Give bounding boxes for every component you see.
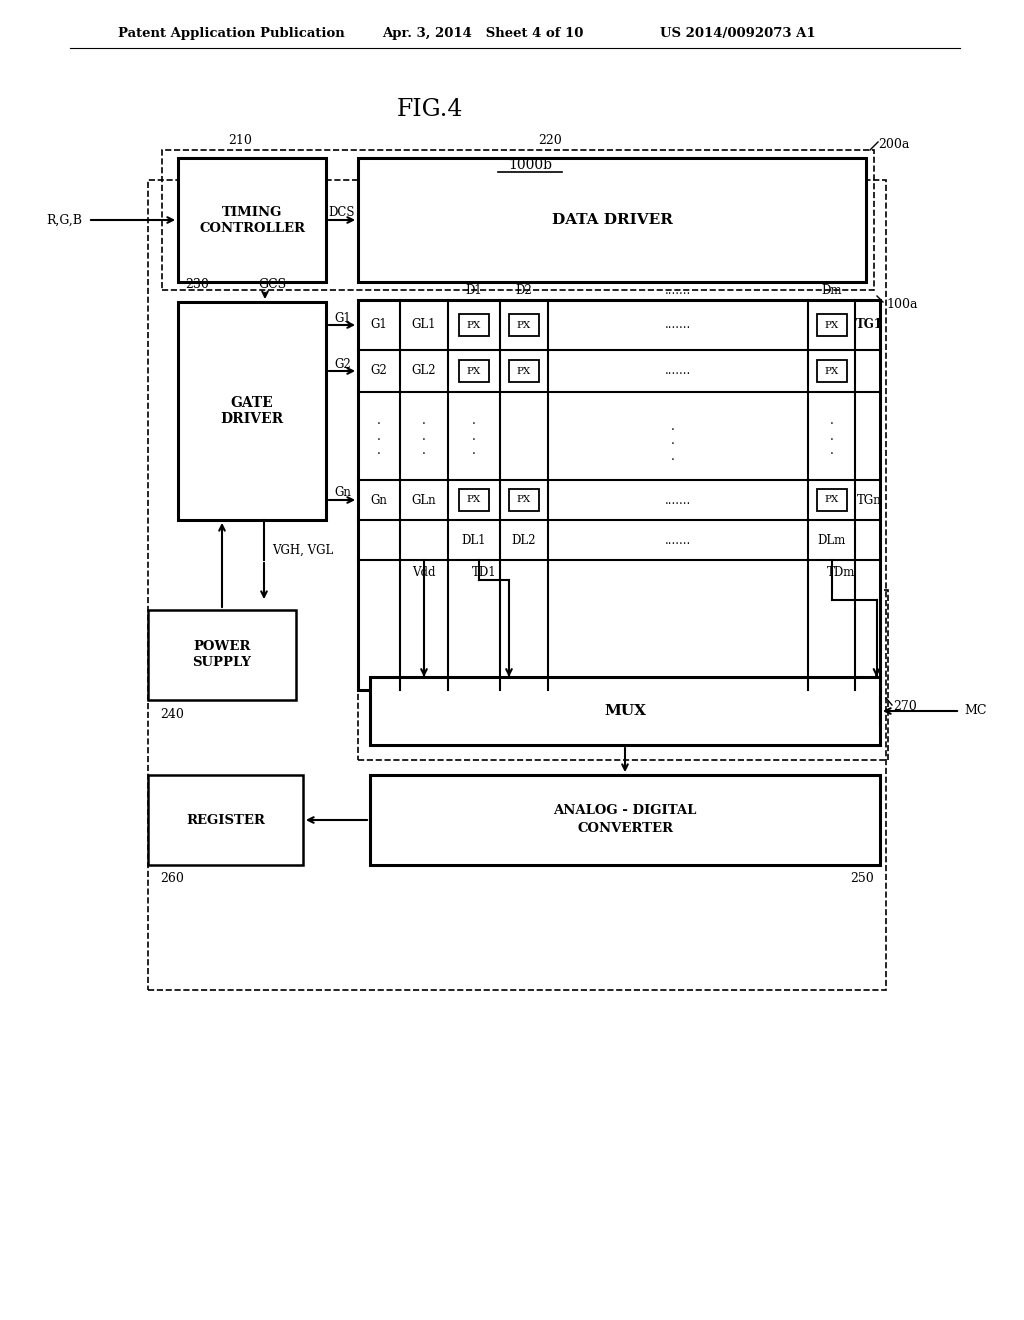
Text: 240: 240	[160, 708, 184, 721]
Text: PX: PX	[517, 321, 531, 330]
Bar	[358, 590, 888, 760]
Text: G1: G1	[334, 312, 351, 325]
Text: 230: 230	[185, 277, 209, 290]
Text: TGn: TGn	[857, 494, 882, 507]
Bar	[370, 775, 880, 865]
Text: PX: PX	[467, 495, 481, 504]
Text: 260: 260	[160, 873, 184, 886]
Text: 200a: 200a	[878, 139, 909, 152]
Bar	[509, 314, 539, 337]
Text: G2: G2	[371, 364, 387, 378]
Text: .......: .......	[665, 494, 691, 507]
Text: D1: D1	[466, 285, 482, 297]
Bar	[459, 360, 489, 381]
Text: 210: 210	[228, 133, 252, 147]
Text: PX: PX	[517, 495, 531, 504]
Bar	[459, 488, 489, 511]
Bar	[162, 150, 874, 290]
Text: POWER: POWER	[194, 640, 251, 653]
Text: Gn: Gn	[371, 494, 387, 507]
Text: GATE: GATE	[230, 396, 273, 411]
Text: DLm: DLm	[817, 533, 846, 546]
Text: CONVERTER: CONVERTER	[577, 822, 673, 836]
Text: DATA DRIVER: DATA DRIVER	[552, 213, 673, 227]
Text: DL2: DL2	[512, 533, 537, 546]
Text: GL2: GL2	[412, 364, 436, 378]
Bar	[509, 488, 539, 511]
Text: 100a: 100a	[886, 298, 918, 312]
Text: .......: .......	[665, 533, 691, 546]
Text: .......: .......	[665, 364, 691, 378]
Text: .
.
.: . . .	[472, 414, 476, 458]
Text: PX: PX	[824, 367, 839, 375]
Text: GLn: GLn	[412, 494, 436, 507]
Text: REGISTER: REGISTER	[186, 813, 265, 826]
Text: .......: .......	[665, 318, 691, 331]
Text: .
.
.: . . .	[422, 414, 426, 458]
Text: PX: PX	[467, 321, 481, 330]
Text: TIMING: TIMING	[222, 206, 283, 219]
Bar	[816, 488, 847, 511]
Text: VGH, VGL: VGH, VGL	[272, 544, 333, 557]
Text: DRIVER: DRIVER	[220, 412, 284, 426]
Text: DL1: DL1	[462, 533, 486, 546]
Bar	[816, 314, 847, 337]
Bar	[148, 775, 303, 865]
Text: PX: PX	[824, 495, 839, 504]
Text: .
.
.: . . .	[671, 420, 675, 462]
Text: 270: 270	[893, 701, 916, 714]
Text: TG1: TG1	[856, 318, 883, 331]
Bar	[816, 360, 847, 381]
Text: 250: 250	[850, 873, 873, 886]
Text: CONTROLLER: CONTROLLER	[199, 222, 305, 235]
Text: Dm: Dm	[821, 285, 842, 297]
Text: Apr. 3, 2014   Sheet 4 of 10: Apr. 3, 2014 Sheet 4 of 10	[382, 26, 584, 40]
Text: Vdd: Vdd	[413, 565, 436, 578]
Bar	[358, 158, 866, 282]
Text: US 2014/0092073 A1: US 2014/0092073 A1	[660, 26, 816, 40]
Text: G1: G1	[371, 318, 387, 331]
Text: TDm: TDm	[827, 565, 856, 578]
Text: MC: MC	[964, 705, 986, 718]
Text: .
.
.: . . .	[829, 414, 834, 458]
Text: Patent Application Publication: Patent Application Publication	[118, 26, 345, 40]
Text: PX: PX	[517, 367, 531, 375]
Text: GCS: GCS	[258, 277, 286, 290]
Bar	[148, 180, 886, 990]
Bar	[148, 610, 296, 700]
Text: 220: 220	[539, 133, 562, 147]
Text: G2: G2	[334, 358, 351, 371]
Bar	[459, 314, 489, 337]
Text: SUPPLY: SUPPLY	[193, 656, 252, 669]
Text: DCS: DCS	[329, 206, 355, 219]
Bar	[358, 300, 880, 690]
Text: PX: PX	[824, 321, 839, 330]
Bar	[178, 302, 326, 520]
Text: Gn: Gn	[334, 487, 351, 499]
Text: ANALOG - DIGITAL: ANALOG - DIGITAL	[553, 804, 696, 817]
Bar	[178, 158, 326, 282]
Text: D2: D2	[516, 285, 532, 297]
Bar	[509, 360, 539, 381]
Bar	[370, 677, 880, 744]
Text: TD1: TD1	[472, 565, 497, 578]
Text: PX: PX	[467, 367, 481, 375]
Text: GL1: GL1	[412, 318, 436, 331]
Text: R,G,B: R,G,B	[46, 214, 82, 227]
Text: MUX: MUX	[604, 704, 646, 718]
Text: .......: .......	[665, 285, 691, 297]
Text: 1000b: 1000b	[508, 158, 552, 172]
Text: FIG.4: FIG.4	[396, 99, 463, 121]
Text: .
.
.: . . .	[377, 414, 381, 458]
